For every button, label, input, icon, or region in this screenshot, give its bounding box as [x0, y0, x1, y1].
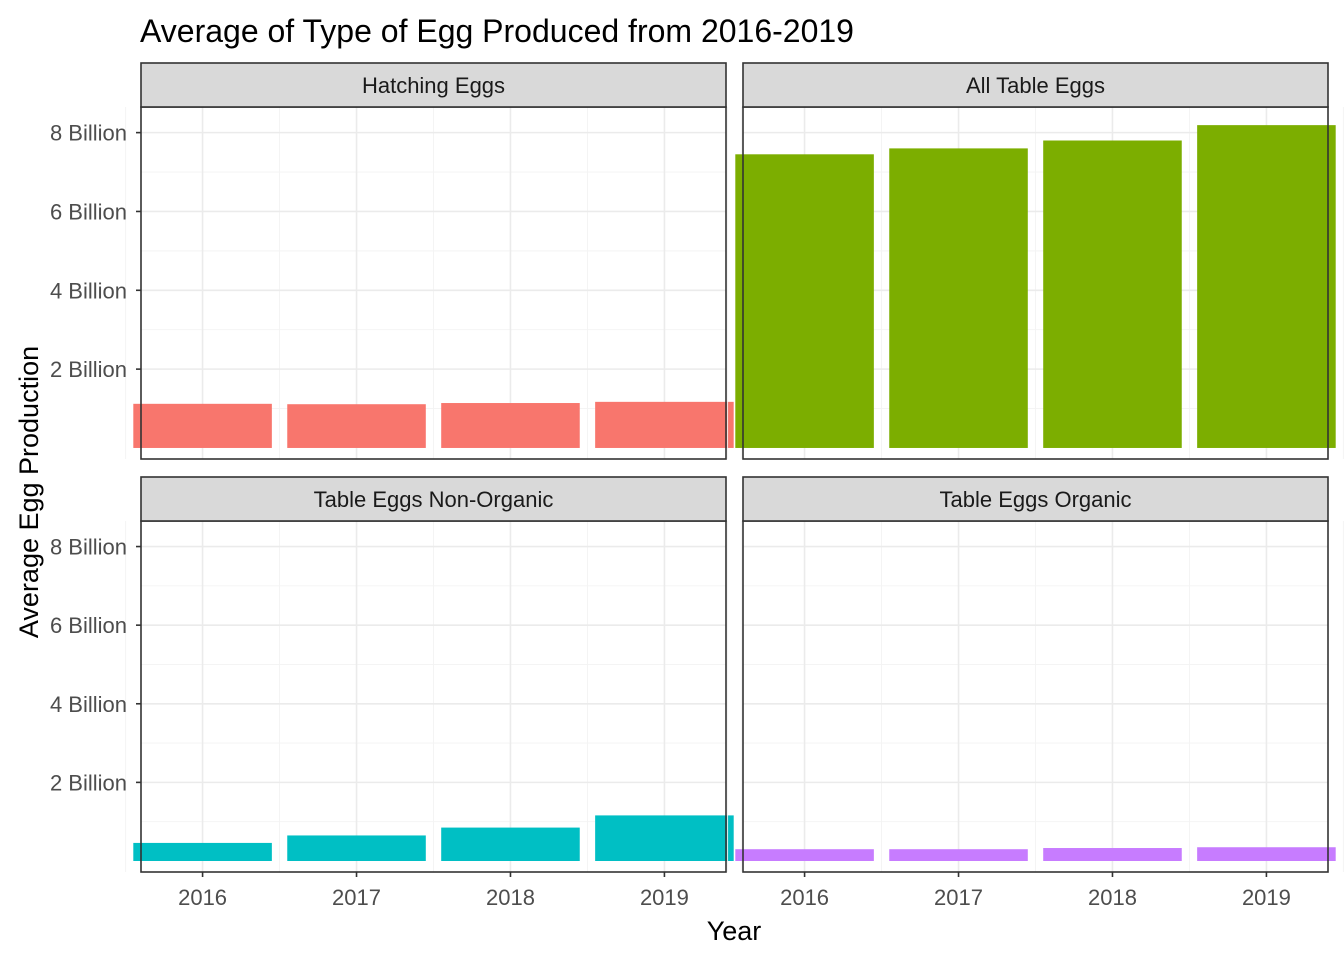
y-tick-label: 2 Billion — [50, 770, 127, 795]
y-tick-label: 4 Billion — [50, 692, 127, 717]
facet-strip-label: All Table Eggs — [966, 73, 1105, 98]
bar — [287, 404, 426, 448]
x-axis-title: Year — [707, 916, 762, 946]
bar — [1197, 847, 1336, 861]
x-tick-label: 2017 — [332, 885, 381, 910]
facet-panel: All Table Eggs — [727, 62, 1344, 460]
bar — [441, 403, 580, 448]
x-tick-label: 2017 — [934, 885, 983, 910]
bar — [1043, 848, 1182, 861]
facet-strip — [742, 476, 1329, 522]
facet-strip-label: Table Eggs Non-Organic — [314, 487, 554, 512]
facet-strip — [140, 476, 727, 522]
x-tick-label: 2016 — [178, 885, 227, 910]
facet-strip — [140, 62, 727, 108]
bar — [1043, 140, 1182, 448]
bar — [735, 154, 874, 448]
facet-panel: Table Eggs Organic 2016 2017 2018 2019 — [727, 476, 1344, 910]
x-tick-label: 2019 — [1242, 885, 1291, 910]
bar — [595, 401, 734, 448]
bar — [595, 815, 734, 861]
bar — [133, 403, 272, 448]
bar — [889, 148, 1028, 448]
y-axis-title: Average Egg Production — [14, 346, 44, 638]
y-tick-label: 4 Billion — [50, 278, 127, 303]
facet-panel: Table Eggs Non-Organic 2 Billion 4 Billion… — [50, 476, 742, 910]
x-tick-label: 2019 — [640, 885, 689, 910]
bar — [441, 827, 580, 861]
bar — [287, 835, 426, 861]
chart-title: Average of Type of Egg Produced from 201… — [140, 13, 854, 49]
facet-strip-label: Hatching Eggs — [362, 73, 505, 98]
facet-strip-label: Table Eggs Organic — [940, 487, 1132, 512]
x-tick-label: 2016 — [780, 885, 829, 910]
bar — [1197, 125, 1336, 448]
bar — [889, 849, 1028, 861]
x-tick-label: 2018 — [1088, 885, 1137, 910]
y-tick-label: 8 Billion — [50, 121, 127, 146]
facet-panel: Hatching Eggs 2 Billion 4 Billion 6 Billion… — [50, 62, 742, 460]
y-tick-label: 6 Billion — [50, 613, 127, 638]
bar — [133, 842, 272, 861]
facet-strip — [742, 62, 1329, 108]
y-tick-label: 2 Billion — [50, 357, 127, 382]
facet-panels: Hatching Eggs 2 Billion 4 Billion 6 Billion… — [50, 62, 1344, 910]
y-tick-label: 6 Billion — [50, 199, 127, 224]
bar — [735, 849, 874, 861]
y-tick-label: 8 Billion — [50, 535, 127, 560]
x-tick-label: 2018 — [486, 885, 535, 910]
